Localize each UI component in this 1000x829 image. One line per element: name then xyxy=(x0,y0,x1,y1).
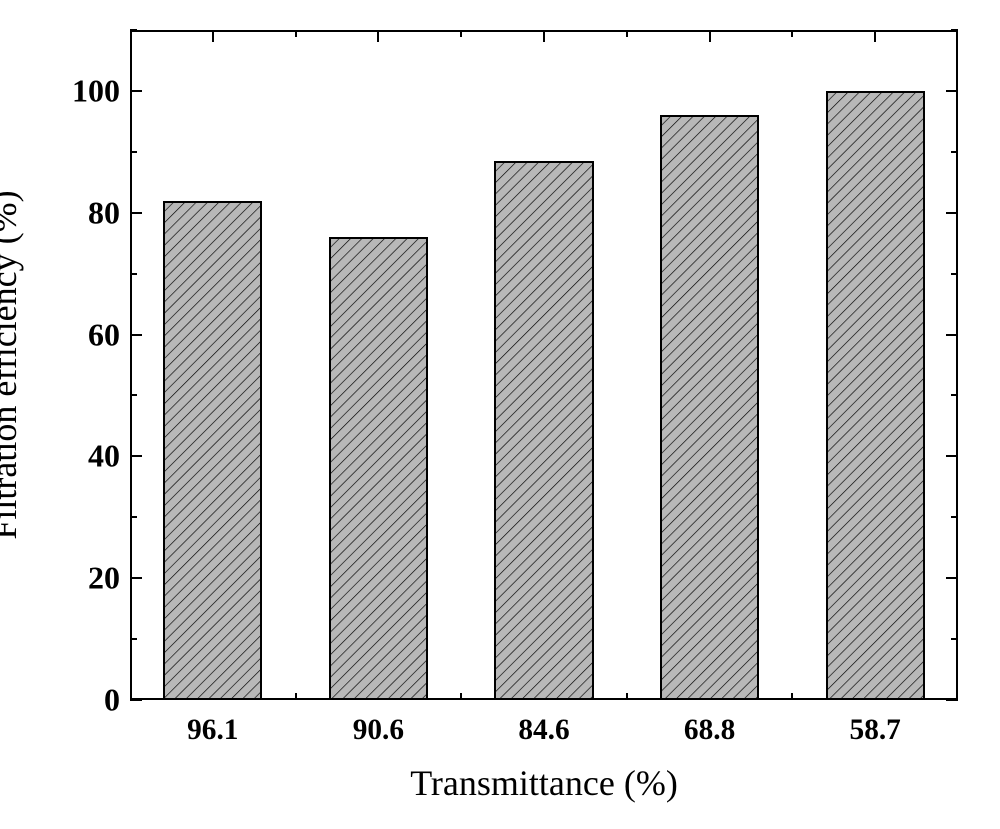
x-tick-major xyxy=(874,30,876,42)
bar-border xyxy=(660,115,759,700)
x-tick-minor xyxy=(295,30,297,37)
y-tick-minor xyxy=(130,516,137,518)
y-tick-minor xyxy=(130,273,137,275)
y-tick-major xyxy=(130,455,142,457)
y-tick-minor xyxy=(951,638,958,640)
y-tick-major xyxy=(130,699,142,701)
x-tick-label: 96.1 xyxy=(187,714,238,747)
x-tick-major xyxy=(212,30,214,42)
x-tick-minor xyxy=(791,693,793,700)
y-tick-major xyxy=(130,212,142,214)
y-tick-label: 20 xyxy=(72,560,120,597)
y-tick-minor xyxy=(951,516,958,518)
y-tick-minor xyxy=(951,273,958,275)
y-tick-minor xyxy=(130,394,137,396)
x-tick-label: 84.6 xyxy=(518,714,569,747)
y-tick-minor xyxy=(951,29,958,31)
axis-border xyxy=(130,30,132,700)
x-tick-minor xyxy=(295,693,297,700)
bar xyxy=(329,237,428,700)
x-tick-minor xyxy=(460,693,462,700)
bar-border xyxy=(163,201,262,700)
bar-border xyxy=(826,91,925,700)
y-tick-label: 60 xyxy=(72,316,120,353)
y-tick-label: 100 xyxy=(72,72,120,109)
y-tick-minor xyxy=(130,638,137,640)
axis-border xyxy=(956,30,958,700)
bar-border xyxy=(329,237,428,700)
y-tick-label: 0 xyxy=(72,682,120,719)
x-tick-label: 90.6 xyxy=(353,714,404,747)
y-tick-major xyxy=(946,455,958,457)
bar-border xyxy=(494,161,593,700)
y-tick-minor xyxy=(951,394,958,396)
figure: Filtration efficiency (%) Transmittance … xyxy=(0,0,1000,829)
y-tick-minor xyxy=(951,151,958,153)
y-tick-major xyxy=(946,334,958,336)
y-axis-label: Filtration efficiency (%) xyxy=(0,190,25,539)
x-tick-minor xyxy=(791,30,793,37)
bar xyxy=(660,115,759,700)
y-tick-label: 80 xyxy=(72,194,120,231)
x-tick-major xyxy=(709,30,711,42)
y-tick-minor xyxy=(130,29,137,31)
y-tick-minor xyxy=(130,151,137,153)
x-tick-major xyxy=(543,30,545,42)
x-tick-major xyxy=(377,30,379,42)
y-tick-major xyxy=(130,334,142,336)
y-tick-major xyxy=(130,577,142,579)
x-axis-label: Transmittance (%) xyxy=(410,762,678,804)
x-tick-label: 58.7 xyxy=(850,714,901,747)
x-tick-minor xyxy=(460,30,462,37)
x-tick-minor xyxy=(626,693,628,700)
bar xyxy=(494,161,593,700)
bar xyxy=(826,91,925,700)
x-tick-minor xyxy=(626,30,628,37)
y-tick-major xyxy=(946,212,958,214)
y-tick-major xyxy=(946,577,958,579)
y-tick-label: 40 xyxy=(72,438,120,475)
bar xyxy=(163,201,262,700)
x-tick-label: 68.8 xyxy=(684,714,735,747)
y-tick-major xyxy=(130,90,142,92)
y-tick-major xyxy=(946,90,958,92)
y-tick-major xyxy=(946,699,958,701)
